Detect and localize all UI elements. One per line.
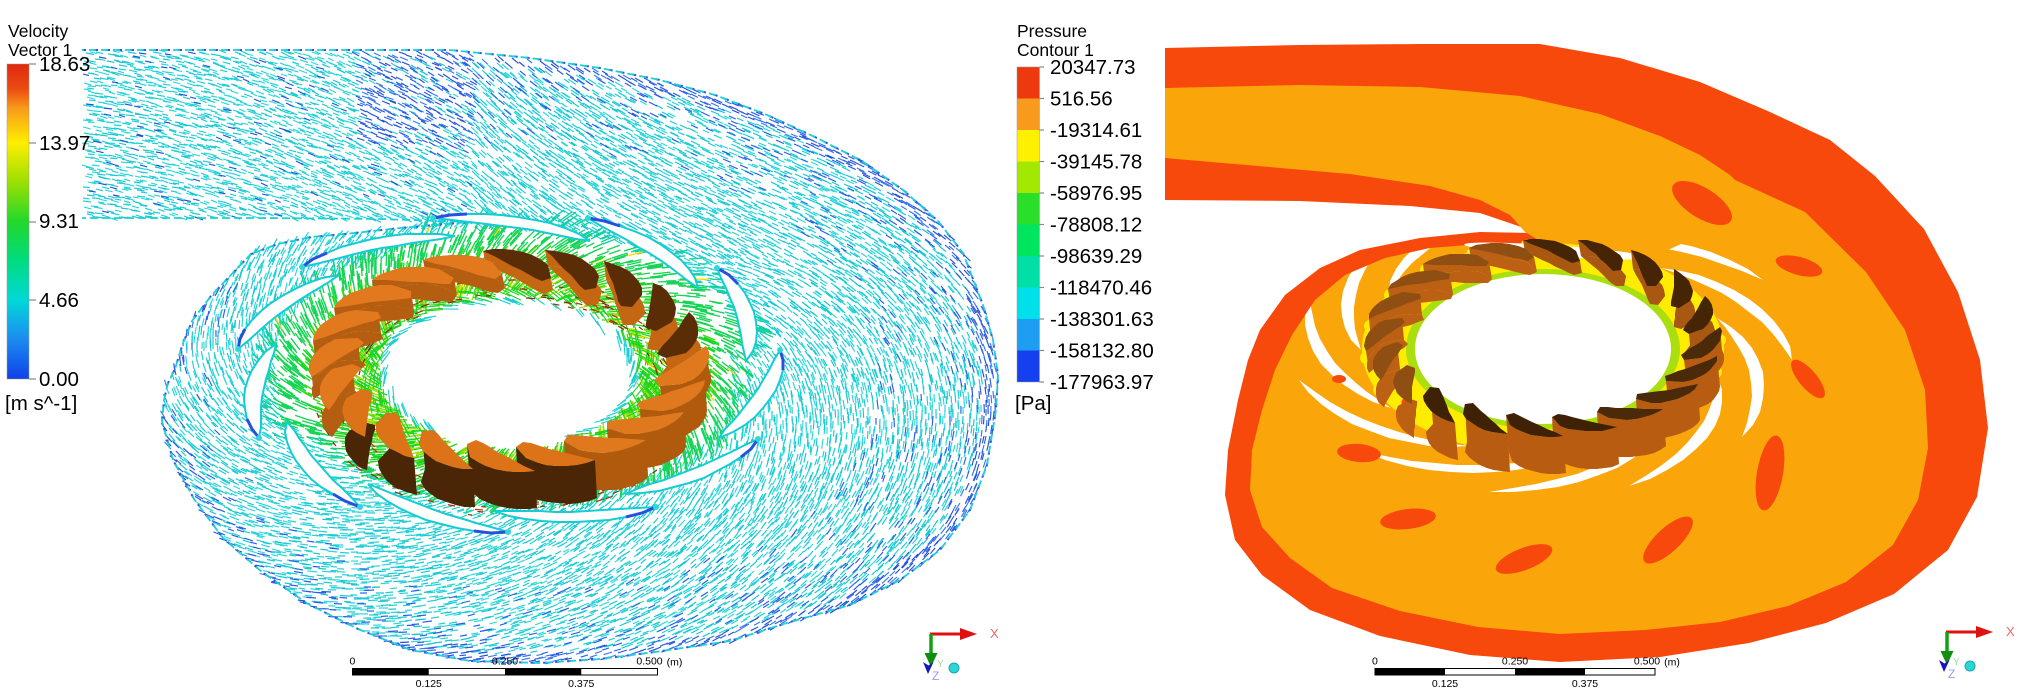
svg-text:-158132.80: -158132.80 [1050,340,1154,363]
svg-text:X: X [2006,624,2015,639]
svg-text:18.63: 18.63 [39,53,90,76]
svg-text:0.375: 0.375 [1572,678,1598,690]
svg-text:0: 0 [350,656,356,668]
svg-text:Y: Y [937,659,944,670]
svg-text:Velocity: Velocity [8,21,69,41]
svg-text:13.97: 13.97 [39,132,90,155]
svg-text:Y: Y [1953,657,1960,668]
svg-text:0: 0 [1372,656,1378,668]
svg-text:-19314.61: -19314.61 [1050,119,1142,142]
svg-text:[m s^-1]: [m s^-1] [5,392,77,415]
svg-text:(m): (m) [667,657,683,669]
svg-text:20347.73: 20347.73 [1050,56,1136,79]
svg-text:4.66: 4.66 [39,289,79,312]
svg-text:0.00: 0.00 [39,368,79,391]
svg-text:-118470.46: -118470.46 [1050,277,1152,300]
svg-text:0.250: 0.250 [492,656,518,668]
svg-text:0.125: 0.125 [416,678,442,690]
svg-text:0.375: 0.375 [568,678,594,690]
svg-text:Pressure: Pressure [1017,21,1087,41]
svg-text:0.125: 0.125 [1432,678,1458,690]
svg-text:-98639.29: -98639.29 [1050,245,1142,268]
svg-text:-78808.12: -78808.12 [1050,214,1142,237]
svg-text:-177963.97: -177963.97 [1050,371,1154,394]
svg-text:0.500: 0.500 [1634,656,1660,668]
svg-text:Z: Z [1948,667,1955,681]
svg-text:Contour 1: Contour 1 [1017,40,1094,60]
svg-text:Vector 1: Vector 1 [8,40,72,60]
svg-text:0.500: 0.500 [636,656,662,668]
svg-text:Z: Z [932,669,939,683]
svg-text:(m): (m) [1664,657,1680,669]
svg-text:[Pa]: [Pa] [1015,392,1051,415]
svg-text:X: X [990,626,999,641]
svg-text:516.56: 516.56 [1050,88,1113,111]
svg-text:-138301.63: -138301.63 [1050,308,1154,331]
svg-text:-58976.95: -58976.95 [1050,182,1142,205]
svg-text:9.31: 9.31 [39,210,79,233]
svg-text:-39145.78: -39145.78 [1050,151,1142,174]
svg-text:0.250: 0.250 [1502,656,1528,668]
